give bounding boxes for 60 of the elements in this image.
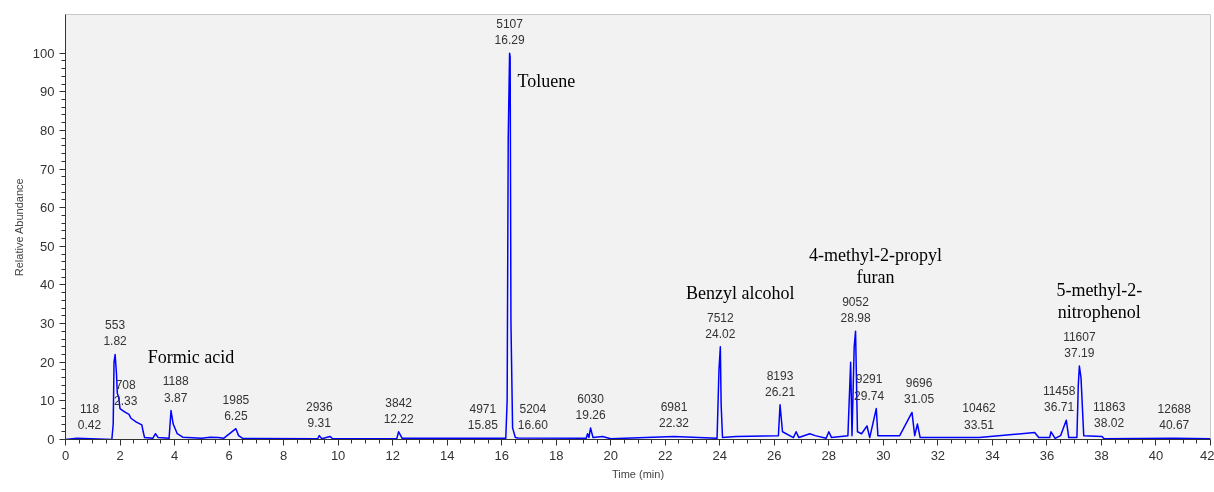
x-tick-label: 22 xyxy=(658,447,673,463)
annotation: 11863 38.02 xyxy=(1092,400,1126,431)
annotation: 8193 26.21 xyxy=(765,368,796,399)
x-tick-label: 10 xyxy=(330,447,346,463)
x-tick-label: 0 xyxy=(61,447,70,463)
annotation: 4-methyl-2-propyl furan xyxy=(809,245,943,288)
annotation: 3842 12.22 xyxy=(383,395,414,426)
annotation: 553 1.82 xyxy=(103,318,128,349)
annotation: 10462 33.51 xyxy=(962,401,997,432)
x-tick-label: 8 xyxy=(279,447,288,463)
x-tick-label: 34 xyxy=(985,447,1000,463)
y-tick-label: 100 xyxy=(32,45,55,61)
x-tick-label: 6 xyxy=(225,447,233,463)
annotation: 1985 6.25 xyxy=(222,392,250,423)
annotation: 2936 9.31 xyxy=(305,399,333,430)
annotation: 5-methyl-2- nitrophenol xyxy=(1056,280,1143,323)
annotation: 12688 40.67 xyxy=(1157,402,1192,433)
x-tick-label: 16 xyxy=(494,447,509,463)
x-tick-label: 36 xyxy=(1039,447,1055,463)
y-axis-title: Relative Abundance xyxy=(12,178,25,277)
x-tick-label: 28 xyxy=(821,447,837,463)
annotation: 6030 19.26 xyxy=(575,391,606,422)
y-tick-label: 80 xyxy=(40,122,55,138)
annotation: Benzyl alcohol xyxy=(686,282,795,303)
x-tick-label: 38 xyxy=(1094,447,1109,463)
annotation: 11607 37.19 xyxy=(1063,329,1096,361)
x-tick-label: 4 xyxy=(170,447,179,463)
x-tick-label: 14 xyxy=(439,447,455,463)
y-tick-label: 0 xyxy=(47,432,55,447)
annotation: 9696 31.05 xyxy=(904,376,935,407)
x-axis-title: Time (min) xyxy=(611,467,665,480)
x-tick-label: 12 xyxy=(385,447,400,463)
annotation: 5107 16.29 xyxy=(494,17,525,48)
y-tick-label: 10 xyxy=(40,393,55,409)
x-tick-label: 20 xyxy=(603,447,618,463)
annotation: 1188 3.87 xyxy=(162,374,189,405)
annotation: 6981 22.32 xyxy=(658,400,690,431)
x-tick-label: 40 xyxy=(1148,447,1164,463)
x-tick-label: 18 xyxy=(548,447,564,463)
x-tick-label: 42 xyxy=(1200,447,1214,463)
annotation: 5204 16.60 xyxy=(517,401,549,432)
annotation: 7512 24.02 xyxy=(705,310,736,341)
annotation: Formic acid xyxy=(147,346,235,367)
y-tick-label: 70 xyxy=(40,161,55,177)
y-tick-label: 50 xyxy=(40,238,55,254)
x-tick-label: 32 xyxy=(930,447,946,463)
y-tick-label: 60 xyxy=(40,200,55,216)
annotation: 4971 15.85 xyxy=(467,402,499,433)
x-tick-label: 26 xyxy=(767,447,782,463)
y-tick-label: 20 xyxy=(40,354,55,370)
annotation: 9052 28.98 xyxy=(840,295,871,326)
x-tick-label: 2 xyxy=(116,447,124,463)
y-tick-label: 90 xyxy=(40,84,55,100)
x-tick-label: 24 xyxy=(712,447,728,463)
annotation: 11458 36.71 xyxy=(1042,384,1076,415)
annotation: Toluene xyxy=(517,71,576,92)
annotation: 118 0.42 xyxy=(77,402,102,433)
y-tick-label: 40 xyxy=(40,277,55,293)
y-tick-label: 30 xyxy=(40,316,55,332)
x-tick-label: 30 xyxy=(876,447,891,463)
